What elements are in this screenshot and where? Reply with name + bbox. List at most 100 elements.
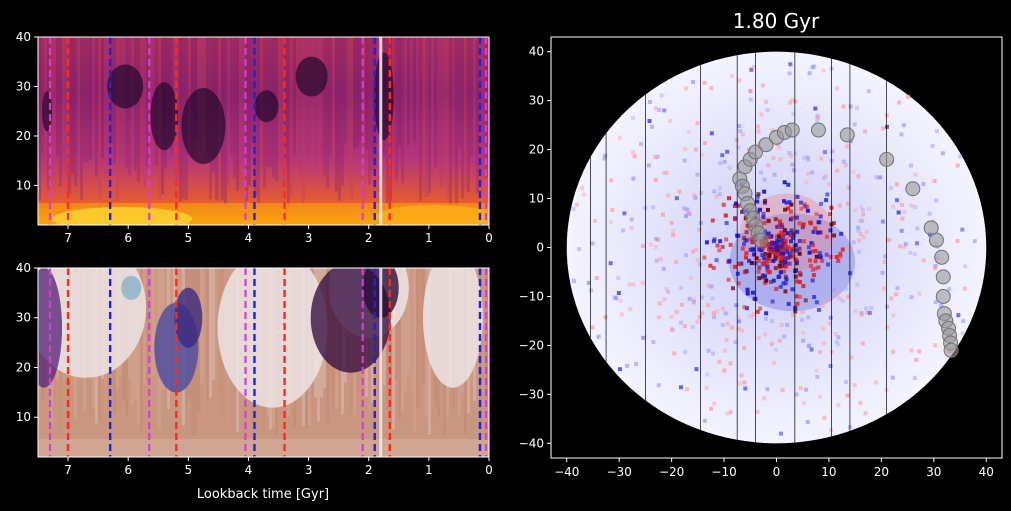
disk-pixel xyxy=(802,155,807,160)
orbit-marker xyxy=(748,144,764,160)
disk-pixel xyxy=(846,294,851,299)
texture-column xyxy=(413,268,416,432)
disk-pixel xyxy=(770,299,775,304)
disk-pixel xyxy=(772,360,777,365)
disk-pixel xyxy=(740,246,745,251)
disk-pixel xyxy=(756,129,761,134)
disk-pixel xyxy=(840,247,845,252)
pale-region xyxy=(38,268,147,378)
disk-pixel xyxy=(737,261,742,266)
texture-column xyxy=(101,37,104,159)
disk-pixel xyxy=(752,252,757,257)
disk-pixel xyxy=(733,340,738,345)
disk-pixel xyxy=(590,241,595,246)
disk-pixel xyxy=(799,206,804,211)
disk-pixel xyxy=(666,289,671,294)
texture-column xyxy=(80,37,83,201)
disk-pixel xyxy=(822,415,827,420)
disk-pixel xyxy=(773,217,778,222)
texture-column xyxy=(467,37,470,193)
disk-pixel xyxy=(765,267,770,272)
disk-pixel xyxy=(689,275,694,280)
disk-pixel xyxy=(608,261,613,266)
disk-pixel xyxy=(773,241,778,246)
disk-pixel xyxy=(806,245,811,250)
x-tick-label: 30 xyxy=(926,465,941,479)
disk-pixel xyxy=(728,410,733,415)
disk-pixel xyxy=(653,177,658,182)
disk-pixel xyxy=(764,311,769,316)
disk-pixel xyxy=(742,235,747,240)
texture-column xyxy=(428,37,431,194)
orbit-marker xyxy=(753,232,769,248)
disk-pixel xyxy=(797,246,802,251)
disk-pixel xyxy=(795,301,800,306)
disk-pixel xyxy=(655,154,660,159)
disk-pixel xyxy=(684,86,689,91)
texture-column xyxy=(104,37,107,174)
disk-pixel xyxy=(571,278,576,283)
disk-pixel xyxy=(691,300,696,305)
disk-pixel xyxy=(682,324,687,329)
texture-column xyxy=(404,268,407,392)
texture-column xyxy=(206,268,209,401)
disk-pixel xyxy=(769,234,774,239)
disk-pixel xyxy=(914,357,919,362)
disk-pixel xyxy=(751,64,756,69)
bright-spot xyxy=(52,207,193,225)
disk-pixel xyxy=(784,277,789,282)
texture-column xyxy=(317,37,320,165)
disk-pixel xyxy=(759,170,764,175)
disk-pixel xyxy=(873,380,878,385)
disk-pixel xyxy=(846,184,851,189)
disk-pixel xyxy=(887,238,892,243)
disk-pixel xyxy=(757,258,762,263)
disk-pixel xyxy=(773,266,778,271)
disk-pixel xyxy=(808,263,813,268)
disk-pixel xyxy=(900,202,905,207)
disk-pixel xyxy=(797,221,802,226)
disk-pixel xyxy=(680,302,685,307)
disk-pixel xyxy=(760,83,765,88)
disk-pixel xyxy=(809,347,814,352)
texture-column xyxy=(419,268,422,408)
disk-pixel xyxy=(828,228,833,233)
disk-pixel xyxy=(894,198,899,203)
disk-pixel xyxy=(706,283,711,288)
disk-pixel xyxy=(782,232,787,237)
disk-pixel xyxy=(802,239,807,244)
disk-pixel xyxy=(740,132,745,137)
x-tick-label: −10 xyxy=(711,465,736,479)
texture-column xyxy=(86,37,89,163)
disk-pixel xyxy=(896,100,901,105)
disk-pixel xyxy=(787,261,792,266)
y-tick-label: 20 xyxy=(16,129,31,143)
disk-pixel xyxy=(864,229,869,234)
texture-column xyxy=(62,37,65,144)
disk-pixel xyxy=(795,279,800,284)
texture-column xyxy=(353,37,356,150)
disk-pixel xyxy=(660,212,665,217)
disk-pixel xyxy=(828,212,833,217)
base-band xyxy=(38,439,489,457)
disk-pixel xyxy=(758,306,763,311)
disk-pixel xyxy=(609,178,614,183)
texture-column xyxy=(203,268,206,421)
disk-pixel xyxy=(819,201,824,206)
disk-pixel xyxy=(710,296,715,301)
disk-pixel xyxy=(734,138,739,143)
disk-pixel xyxy=(763,198,768,203)
disk-pixel xyxy=(830,290,835,295)
texture-column xyxy=(338,37,341,201)
orbit-track xyxy=(732,122,959,358)
disk-pixel xyxy=(860,341,865,346)
x-tick-label: 4 xyxy=(245,231,253,245)
disk-pixel xyxy=(972,239,977,244)
texture-column xyxy=(410,37,413,162)
disk-pixel xyxy=(829,350,834,355)
disk-pixel xyxy=(804,387,809,392)
disk-pixel xyxy=(742,346,747,351)
disk-pixel xyxy=(837,203,842,208)
disk-pixel xyxy=(757,247,762,252)
disk-pixel xyxy=(577,247,582,252)
